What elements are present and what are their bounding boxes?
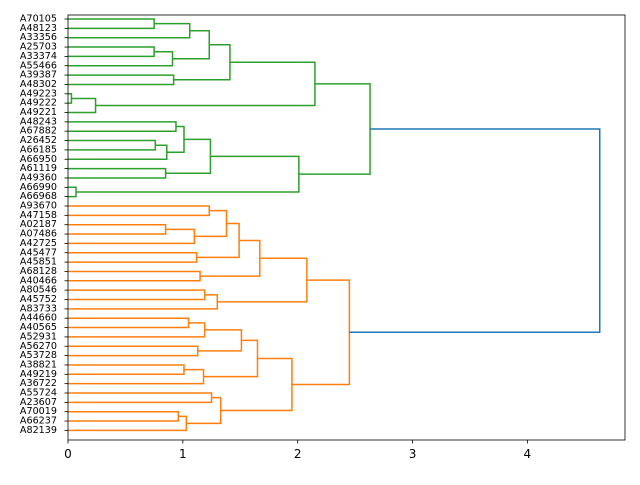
leaf-label: A66990: [20, 182, 57, 193]
leaf-label: A44660: [20, 313, 57, 324]
x-tick-label: 0: [64, 447, 72, 461]
dendrogram-link: [68, 345, 199, 357]
leaf-label: A67882: [20, 126, 57, 137]
leaf-label: A66968: [20, 191, 57, 202]
plot-background: [68, 15, 625, 440]
leaf-label: A49360: [20, 172, 57, 183]
leaf-labels: A70105A48123A33356A25703A33374A55466A393…: [20, 14, 68, 436]
leaf-label: A33356: [20, 32, 57, 43]
dendrogram-link: [68, 144, 168, 160]
dendrogram-link: [298, 83, 371, 175]
leaf-label: A52931: [20, 331, 57, 342]
leaf-label: A36722: [20, 378, 57, 389]
dendrogram-link: [68, 22, 191, 39]
leaf-label: A70019: [20, 406, 57, 417]
dendrogram-link: [165, 138, 212, 175]
dendrogram-link: [197, 329, 243, 352]
leaf-label: A40565: [20, 322, 57, 333]
leaf-label: A48243: [20, 116, 57, 127]
leaf-label: A23607: [20, 397, 57, 408]
dendrogram-link: [220, 357, 293, 412]
leaf-label: A93670: [20, 201, 57, 212]
leaf-label: A40466: [20, 275, 57, 286]
leaf-label: A66185: [20, 144, 57, 155]
leaf-label: A42725: [20, 238, 57, 249]
dendrogram-link: [217, 257, 308, 303]
x-tick-label: 3: [409, 447, 417, 461]
x-tick-label: 1: [179, 447, 187, 461]
leaf-label: A45477: [20, 247, 57, 258]
leaf-label: A80546: [20, 285, 57, 296]
leaf-label: A66237: [20, 416, 57, 427]
leaf-label: A49219: [20, 369, 57, 380]
leaf-label: A48123: [20, 23, 57, 34]
leaf-label: A82139: [20, 425, 57, 436]
leaf-label: A39387: [20, 70, 57, 81]
leaf-label: A25703: [20, 42, 57, 53]
x-axis: 0 1 2 3 4: [64, 440, 531, 461]
dendrogram-link: [68, 46, 155, 58]
x-tick-label: 2: [294, 447, 302, 461]
dendrogram-link: [186, 396, 222, 425]
dendrogram-link: [291, 279, 351, 386]
leaf-label: A38821: [20, 359, 57, 370]
leaf-label: A66950: [20, 154, 57, 165]
leaf-label: A83733: [20, 303, 57, 314]
leaf-label: A61119: [20, 163, 57, 174]
leaf-label: A48302: [20, 79, 57, 90]
dendrogram-link: [68, 50, 174, 67]
leaf-label: A47158: [20, 210, 57, 221]
leaf-label: A45851: [20, 257, 57, 268]
leaf-label: A02187: [20, 219, 57, 230]
x-tick-label: 4: [524, 447, 532, 461]
leaf-label: A33374: [20, 51, 57, 62]
plot-frame: [67, 14, 626, 441]
dendrogram-link: [349, 128, 601, 334]
leaf-label: A49222: [20, 98, 57, 109]
leaf-label: A26452: [20, 135, 57, 146]
dendrogram-link: [76, 155, 300, 193]
dendrogram-link: [68, 139, 157, 151]
dendrogram-links: [68, 18, 601, 432]
leaf-label: A56270: [20, 341, 57, 352]
leaf-label: A53728: [20, 350, 57, 361]
leaf-label: A49223: [20, 88, 57, 99]
leaf-label: A49221: [20, 107, 57, 118]
dendrogram-link: [68, 270, 201, 282]
leaf-label: A55724: [20, 388, 57, 399]
dendrogram-link: [68, 18, 155, 30]
leaf-label: A45752: [20, 294, 57, 305]
leaf-label: A55466: [20, 60, 57, 71]
leaf-label: A68128: [20, 266, 57, 277]
leaf-label: A70105: [20, 14, 57, 25]
leaf-label: A07486: [20, 229, 57, 240]
